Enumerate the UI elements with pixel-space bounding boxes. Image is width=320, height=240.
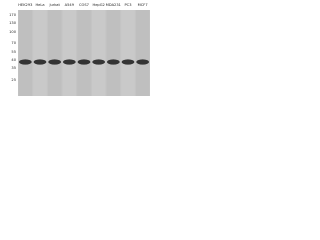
marker-label: 25 xyxy=(11,78,16,82)
lane-label: HeLa xyxy=(35,3,44,7)
band xyxy=(107,59,120,65)
marker-label: 100 xyxy=(9,30,17,34)
lane-label: MDA231 xyxy=(106,3,121,7)
lane xyxy=(62,10,77,96)
lane xyxy=(33,10,47,96)
lane xyxy=(77,10,91,96)
lane xyxy=(121,10,135,96)
band xyxy=(136,59,150,65)
lane-label: HEK293 xyxy=(18,3,32,7)
band xyxy=(121,59,135,65)
blot-figure: HEK293 HeLa Jurkat A549 COS7 HepG2 MDA231 PC3 MC… xyxy=(9,3,150,96)
lane xyxy=(18,10,33,96)
marker-label: 130 xyxy=(9,21,17,25)
marker-label: 55 xyxy=(11,50,16,54)
marker-label: 35 xyxy=(11,66,16,70)
marker-label: 40 xyxy=(11,58,16,62)
lane-label: HepG2 xyxy=(93,3,105,7)
lane-label: MCF7 xyxy=(138,3,148,7)
lane xyxy=(47,10,62,96)
lane xyxy=(106,10,121,96)
band xyxy=(33,59,47,65)
band xyxy=(19,59,32,65)
lane xyxy=(135,10,150,96)
band xyxy=(92,59,105,65)
lane-label: A549 xyxy=(65,3,75,7)
lane-label: PC3 xyxy=(125,3,132,7)
band xyxy=(77,59,91,65)
marker-label: 170 xyxy=(9,13,17,17)
lane-label: Jurkat xyxy=(48,3,60,7)
band xyxy=(48,59,62,65)
marker-label: 70 xyxy=(11,41,16,45)
band xyxy=(63,59,76,65)
lane-label: COS7 xyxy=(79,3,89,7)
lane xyxy=(91,10,106,96)
